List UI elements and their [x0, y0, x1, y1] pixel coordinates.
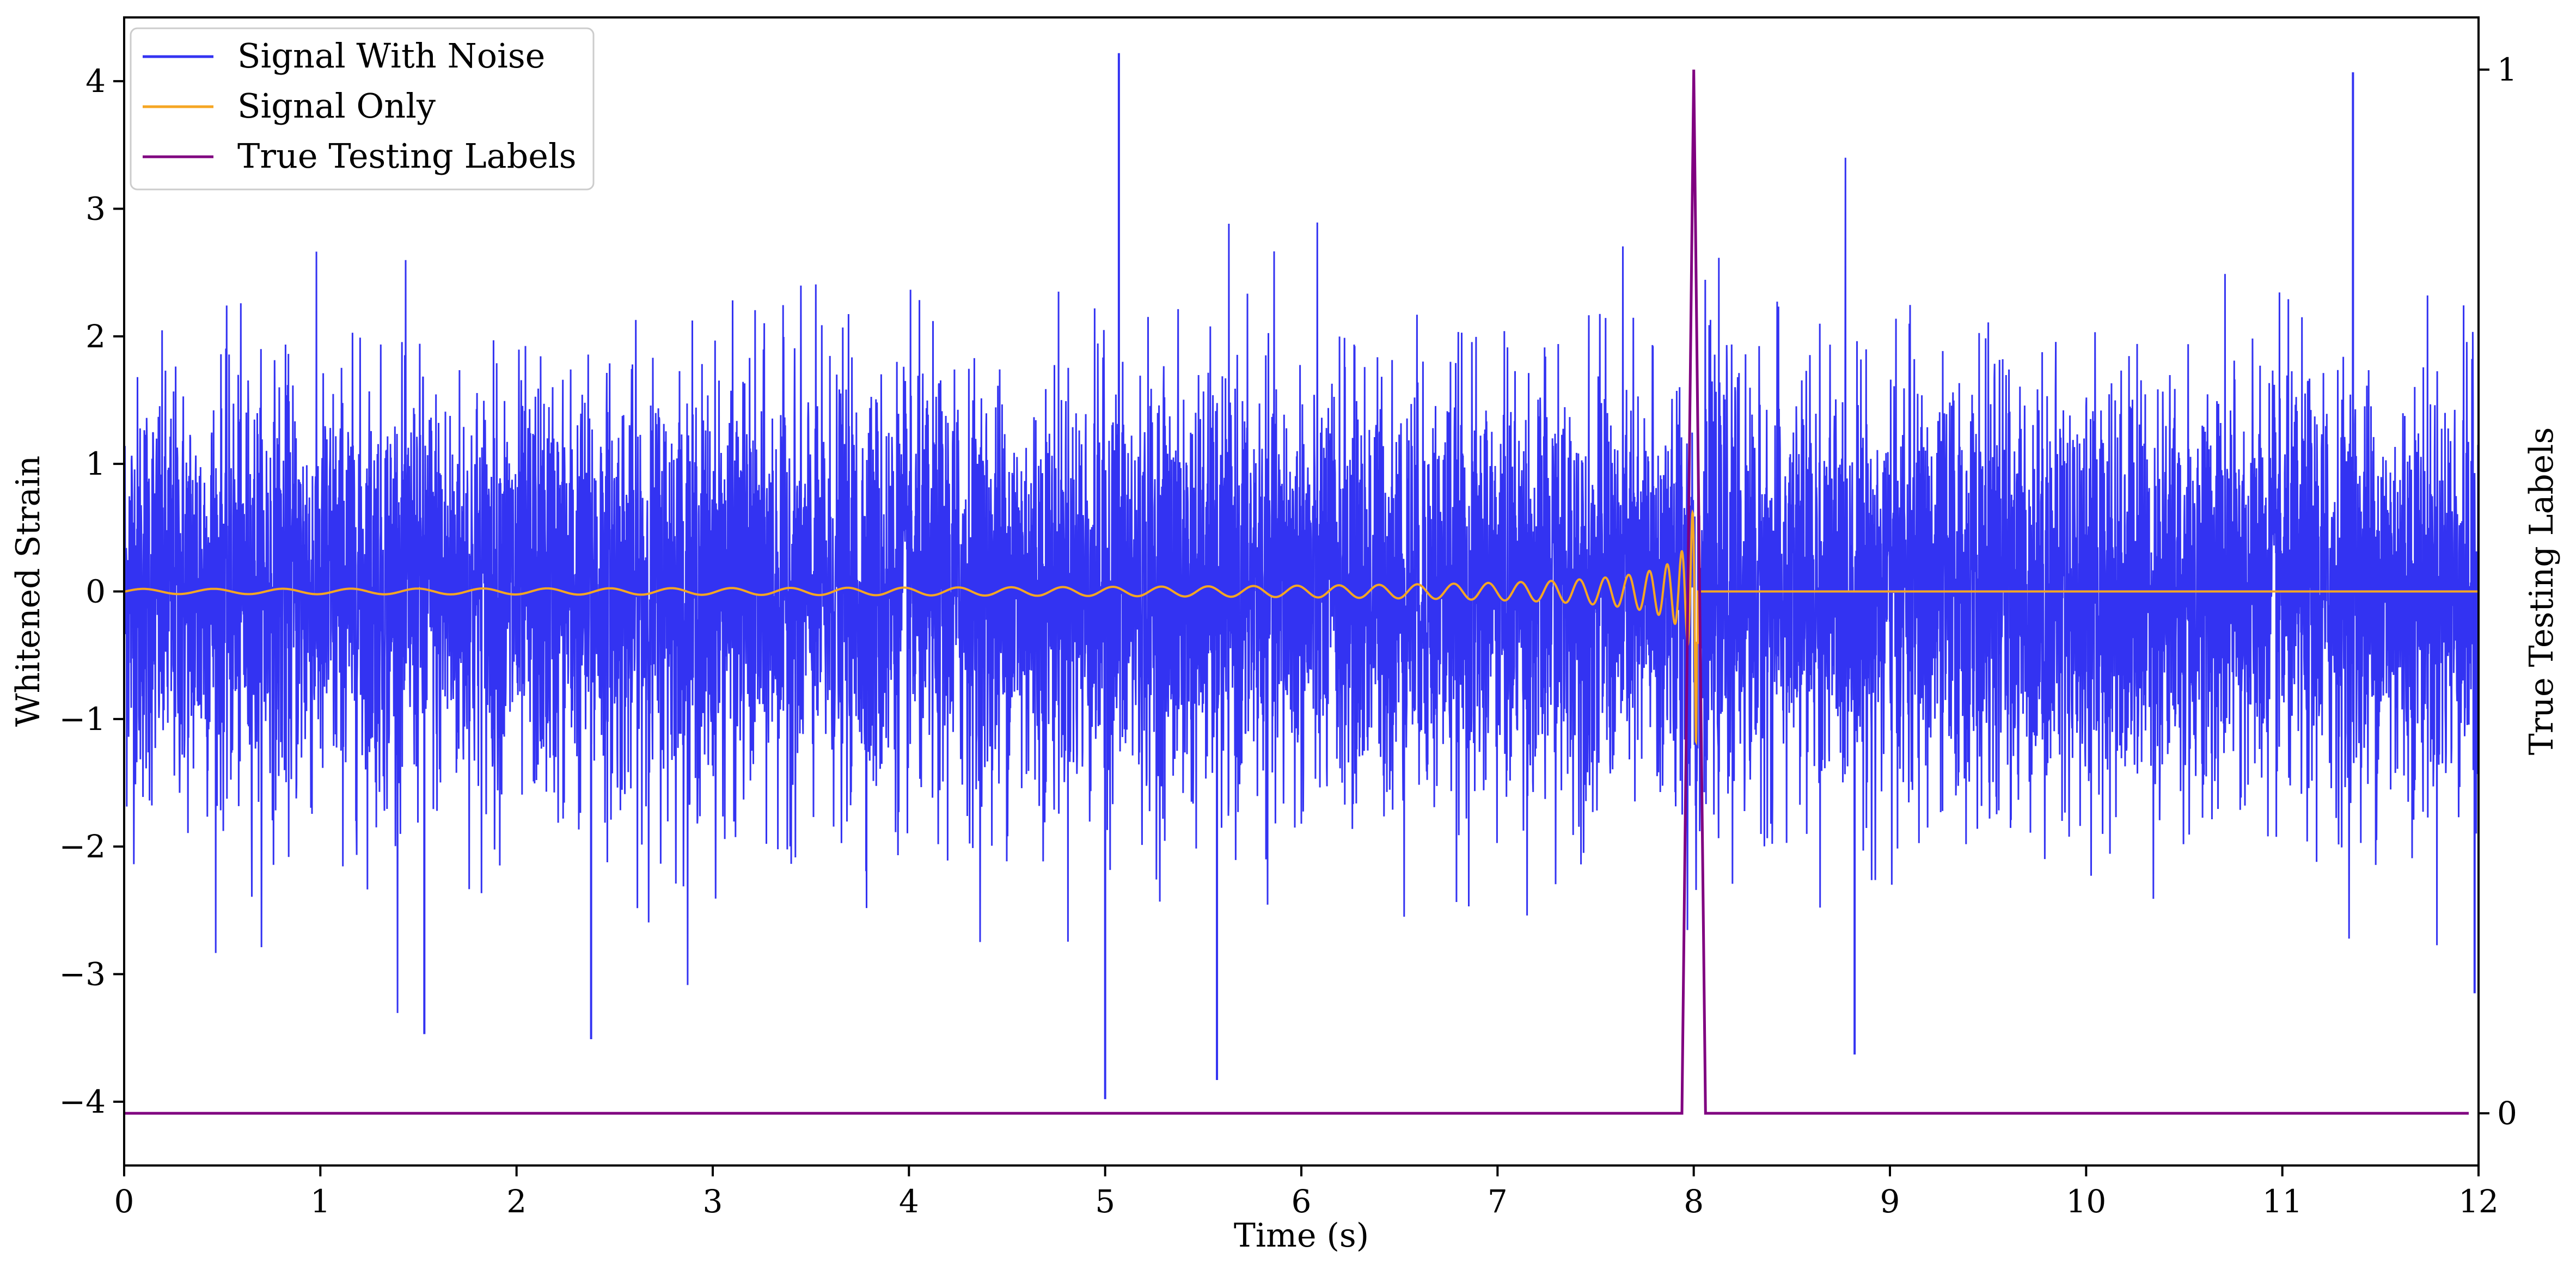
signal-with-noise-line [124, 157, 2479, 1013]
y-tick-label: −3 [59, 956, 106, 993]
legend-box [130, 27, 595, 191]
x-tick-label: 8 [1684, 1183, 1704, 1220]
x-tick-label: 3 [703, 1183, 723, 1220]
signal-only-line [124, 509, 2479, 746]
x-tick-label: 11 [2262, 1183, 2303, 1220]
y2-tick-label: 0 [2497, 1095, 2517, 1132]
y-tick-label: 4 [85, 63, 106, 100]
legend-label-signal-with-noise: Signal With Noise [237, 36, 545, 76]
series-signal-with-noise [124, 53, 2479, 1100]
series-signal-only [124, 509, 2479, 746]
y-axis-title: Whitened Strain [9, 456, 47, 727]
legend: Signal With Noise Signal Only True Testi… [130, 27, 595, 191]
y-tick-label: −1 [59, 701, 106, 738]
series-true-testing-labels [124, 69, 2469, 1115]
x-axis: 0 1 2 3 4 5 6 7 8 9 10 11 12 [114, 1165, 2499, 1220]
x-tick-label: 1 [310, 1183, 331, 1220]
y-tick-label: −4 [59, 1083, 106, 1120]
legend-label-signal-only: Signal Only [237, 86, 436, 126]
y-tick-label: 2 [85, 318, 106, 355]
y-tick-label: 3 [85, 191, 106, 228]
x-tick-label: 10 [2066, 1183, 2106, 1220]
y2-axis-title: True Testing Labels [2523, 427, 2561, 756]
y-tick-label: 0 [85, 573, 106, 610]
x-tick-label: 7 [1488, 1183, 1508, 1220]
true-testing-labels-line [124, 69, 2469, 1115]
x-tick-label: 9 [1880, 1183, 1900, 1220]
legend-label-true-testing-labels: True Testing Labels [237, 136, 577, 176]
x-tick-label: 4 [899, 1183, 919, 1220]
y-tick-label: −2 [59, 828, 106, 865]
x-axis-title: Time (s) [1234, 1217, 1369, 1255]
x-tick-label: 0 [114, 1183, 134, 1220]
x-tick-label: 12 [2458, 1183, 2499, 1220]
x-tick-label: 5 [1095, 1183, 1115, 1220]
y-tick-label: 1 [85, 445, 106, 482]
x-tick-label: 2 [506, 1183, 527, 1220]
x-tick-label: 6 [1292, 1183, 1312, 1220]
y2-tick-label: 1 [2497, 51, 2517, 88]
y2-axis: 10 [2479, 51, 2517, 1132]
y-axis: 4 3 2 1 0 −1 −2 −3 −4 [59, 63, 124, 1120]
